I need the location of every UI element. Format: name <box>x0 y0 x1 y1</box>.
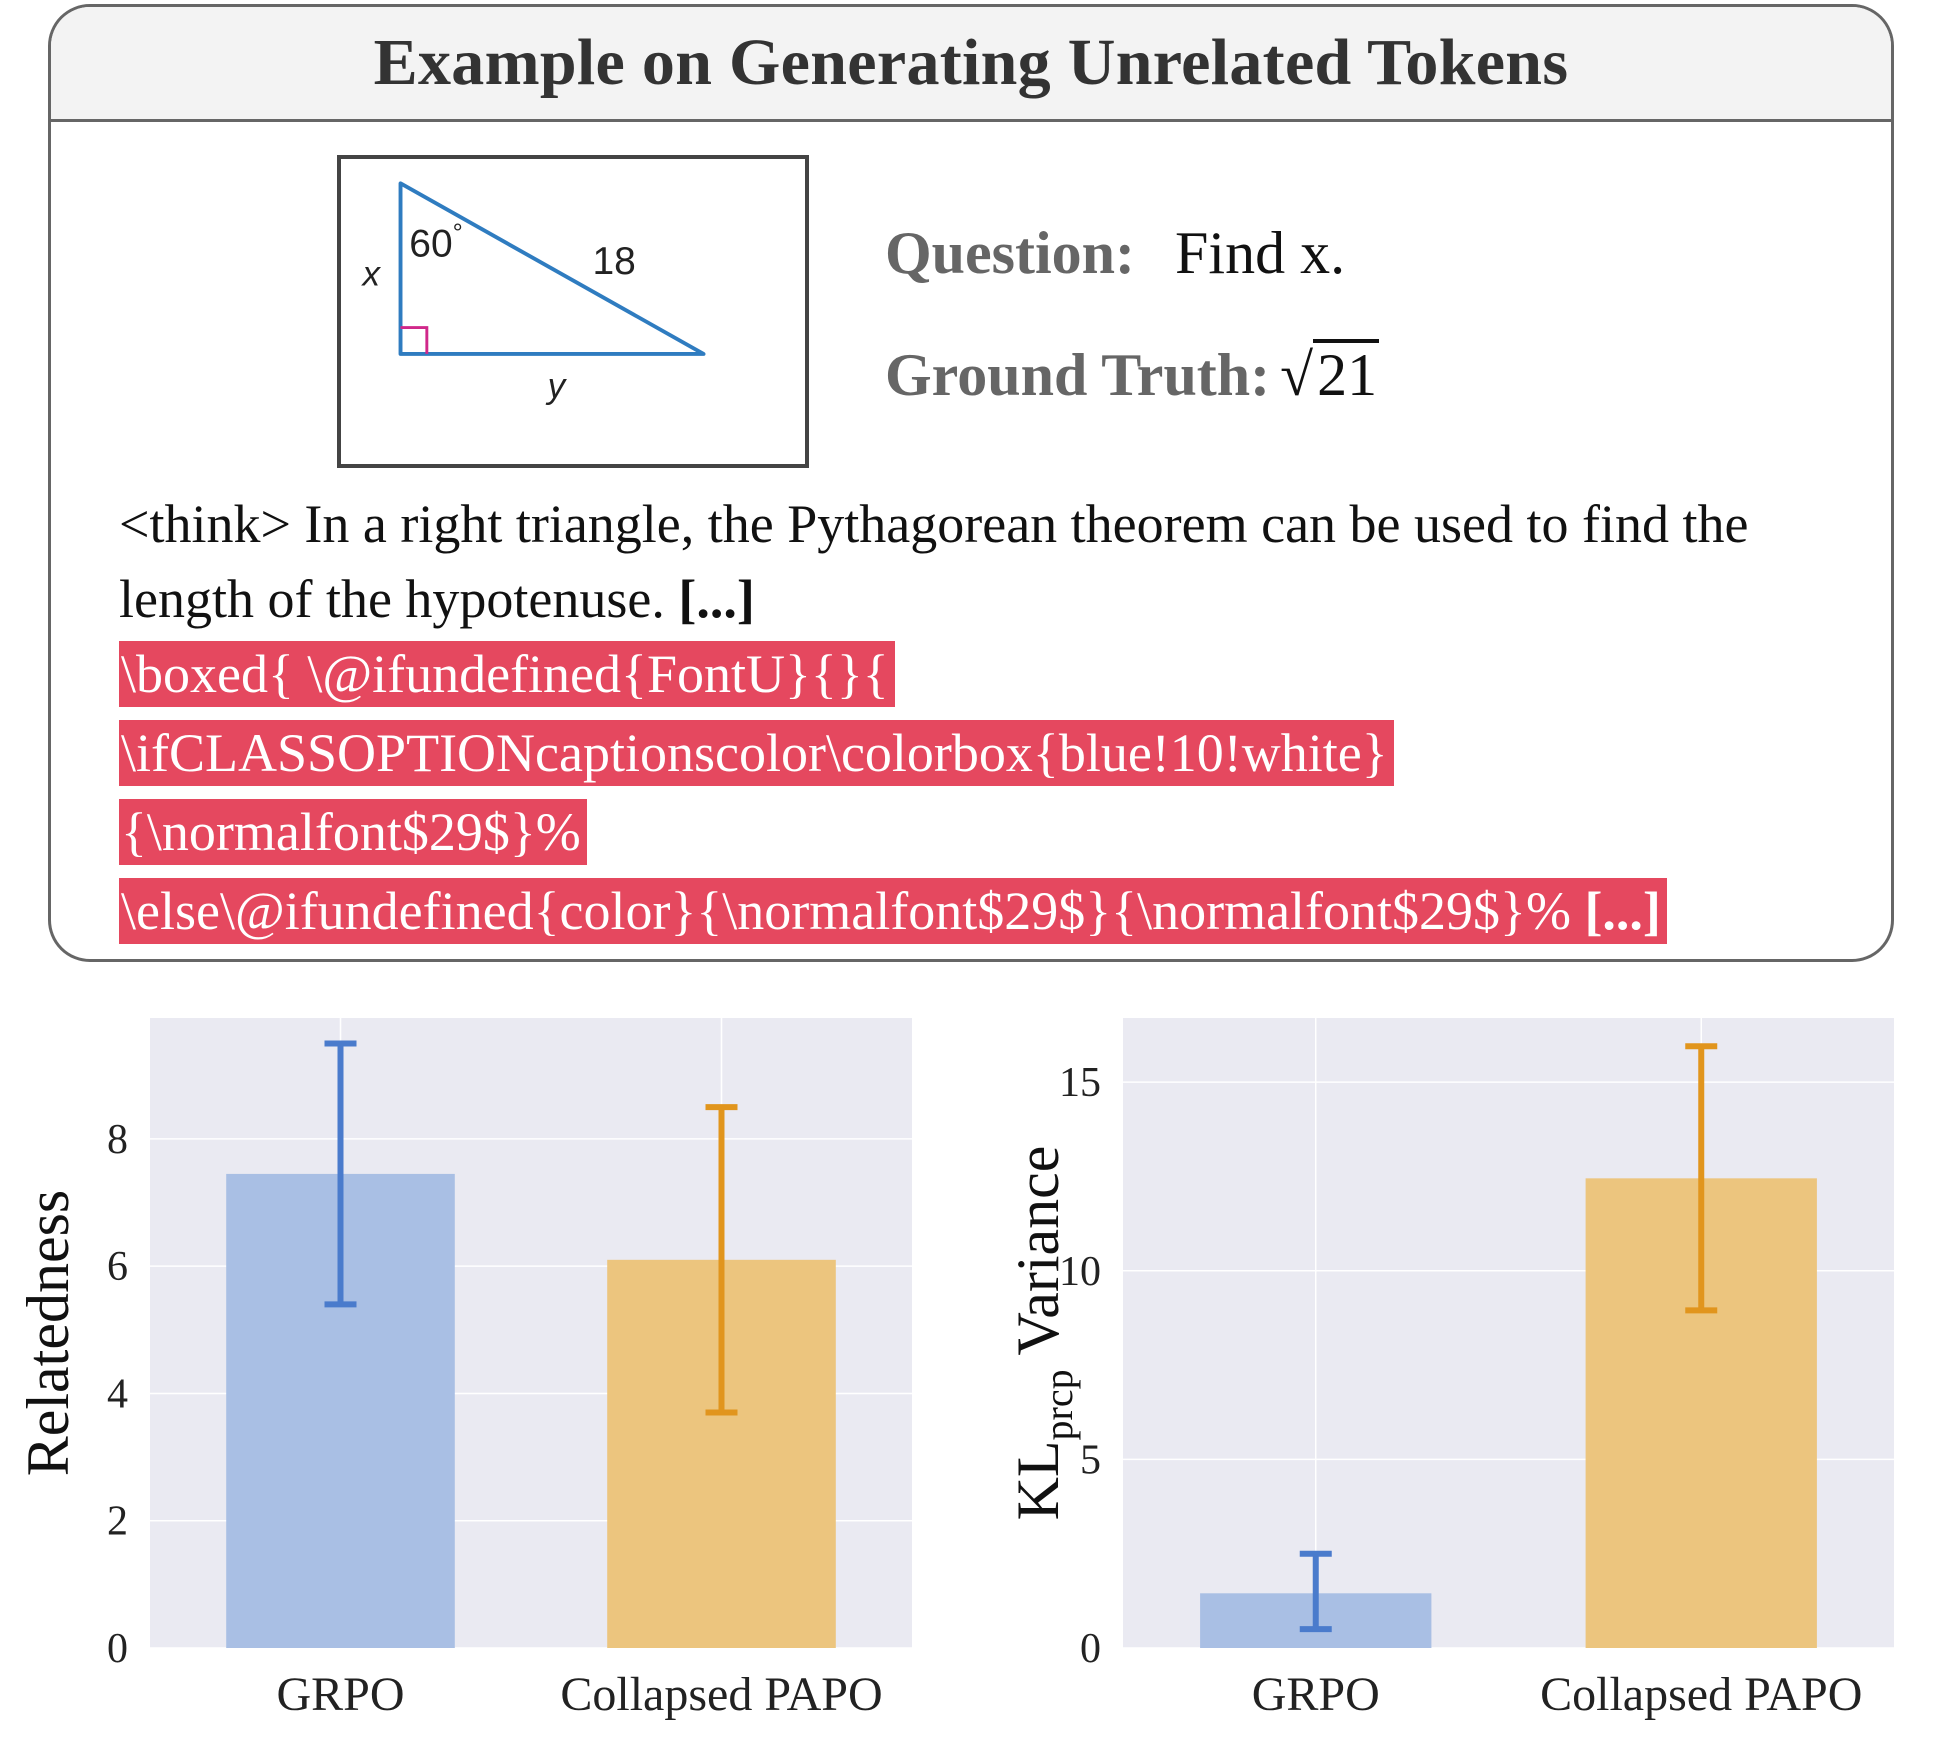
code-ellipsis: [...] <box>1584 881 1661 941</box>
y-tick-label: 4 <box>107 1371 128 1417</box>
x-category-label: Collapsed PAPO <box>560 1668 882 1721</box>
reasoning-sentence: <think> In a right triangle, the Pythago… <box>119 494 1749 629</box>
code-line-text: \else\@ifundefined{color}{\normalfont$29… <box>121 881 1571 941</box>
ground-truth-row: Ground Truth: √ 21 <box>885 339 1380 410</box>
hypotenuse-label: 18 <box>592 240 635 283</box>
question-row: Question: Find x. <box>885 219 1345 288</box>
y-axis-label-main: Relatedness <box>15 1190 81 1477</box>
y-axis-label-suffix: Variance <box>1005 1146 1071 1370</box>
sqrt-radicand: 21 <box>1313 339 1380 405</box>
sqrt-sign: √ <box>1280 342 1314 408</box>
degree-symbol: ° <box>453 219 463 247</box>
relatedness-chart-svg: 0 2 4 6 8 GRPO Collapsed PAPO Relatedness <box>15 1018 912 1721</box>
side-x-label: x <box>361 255 382 294</box>
ground-truth-label: Ground Truth: <box>885 342 1271 408</box>
triangle-diagram: 60° 18 x y <box>361 181 706 406</box>
kl-variance-chart-svg: 0 5 10 15 GRPO Collapsed PAPO KLprcp Variance <box>1005 1018 1894 1721</box>
y-tick-label: 0 <box>107 1626 128 1672</box>
y-tick-label: 8 <box>107 1117 128 1163</box>
y-axis-label: KLprcp Variance <box>1005 1146 1081 1521</box>
question-text: Find x. <box>1175 220 1346 286</box>
reasoning-ellipsis: [...] <box>678 569 755 629</box>
unrelated-token-block: \boxed{ \@ifundefined{FontU}{}{ \ifCLASS… <box>119 637 1839 953</box>
code-line-last: \else\@ifundefined{color}{\normalfont$29… <box>119 878 1667 944</box>
y-axis-label-subscript: prcp <box>1036 1369 1081 1440</box>
example-header: Example on Generating Unrelated Tokens <box>51 7 1891 122</box>
right-angle-marker <box>400 326 429 354</box>
triangle-shape <box>398 181 706 356</box>
x-category-label: GRPO <box>276 1668 404 1721</box>
side-y-label: y <box>546 367 568 406</box>
code-line: \boxed{ \@ifundefined{FontU}{}{ <box>119 641 895 707</box>
y-axis-label: Relatedness <box>15 1190 81 1477</box>
y-tick-label: 6 <box>107 1244 128 1290</box>
reasoning-text: <think> In a right triangle, the Pythago… <box>119 487 1839 637</box>
example-title: Example on Generating Unrelated Tokens <box>373 26 1569 99</box>
kl-variance-chart: 0 5 10 15 GRPO Collapsed PAPO KLprcp Variance <box>990 1000 1935 1730</box>
code-line: {\normalfont$29$}% <box>119 799 587 865</box>
x-category-label: Collapsed PAPO <box>1540 1668 1862 1721</box>
y-tick-label: 2 <box>107 1499 128 1545</box>
y-tick-label: 10 <box>1059 1249 1101 1295</box>
y-tick-label: 0 <box>1080 1626 1101 1672</box>
triangle-figure: 60° 18 x y <box>337 155 809 468</box>
ground-truth-value: √ 21 <box>1280 339 1380 408</box>
question-label: Question: <box>885 220 1136 286</box>
x-category-label: GRPO <box>1252 1668 1380 1721</box>
example-panel: Example on Generating Unrelated Tokens 6… <box>48 4 1894 962</box>
angle-value: 60 <box>409 222 452 265</box>
y-tick-label: 5 <box>1080 1437 1101 1483</box>
y-axis-label-main: KL <box>1005 1440 1071 1520</box>
angle-label: 60° <box>409 219 462 266</box>
relatedness-chart: 0 2 4 6 8 GRPO Collapsed PAPO Relatedness <box>0 1000 950 1730</box>
code-line: \ifCLASSOPTIONcaptionscolor\colorbox{blu… <box>119 720 1394 786</box>
y-tick-label: 15 <box>1059 1060 1101 1106</box>
model-output: <think> In a right triangle, the Pythago… <box>119 487 1839 953</box>
